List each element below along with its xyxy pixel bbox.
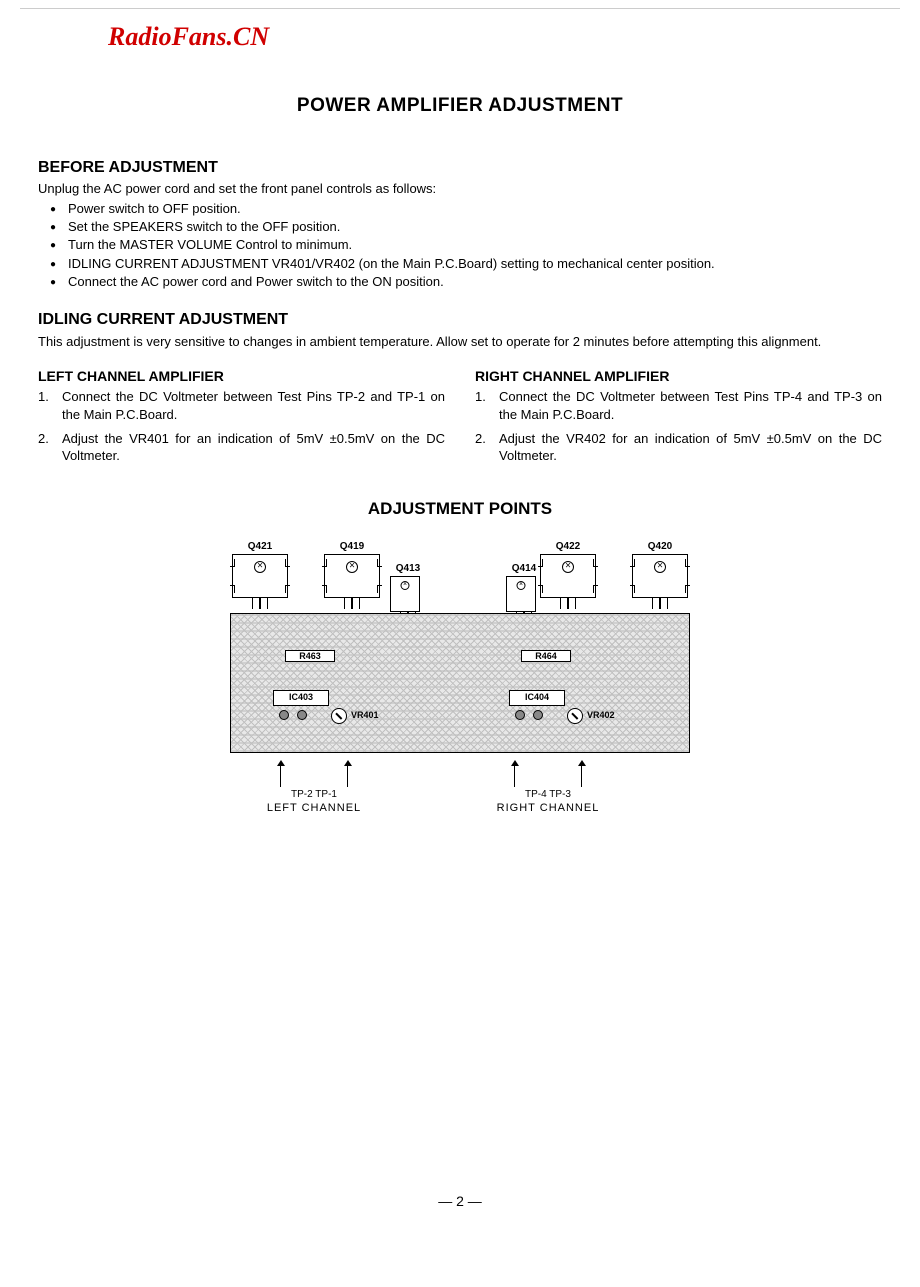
screw-icon bbox=[654, 561, 666, 573]
notch bbox=[630, 559, 635, 567]
tp-labels-left: TP-2 TP-1 bbox=[254, 789, 374, 800]
resistor-r463: R463 bbox=[285, 650, 335, 662]
pot-vr401 bbox=[331, 708, 347, 724]
notch bbox=[630, 585, 635, 593]
notch bbox=[377, 585, 382, 593]
screw-icon bbox=[254, 561, 266, 573]
tp-labels-right: TP-4 TP-3 bbox=[488, 789, 608, 800]
step-item: Adjust the VR402 for an indication of 5m… bbox=[475, 430, 882, 465]
transistor-pins bbox=[324, 597, 380, 609]
bullet-item: Connect the AC power cord and Power swit… bbox=[50, 273, 882, 291]
left-channel-col: LEFT CHANNEL AMPLIFIER Connect the DC Vo… bbox=[38, 368, 445, 470]
arrow-up-icon bbox=[514, 765, 516, 787]
right-channel-col: RIGHT CHANNEL AMPLIFIER Connect the DC V… bbox=[475, 368, 882, 470]
notch bbox=[593, 559, 598, 567]
transistor-q413: Q413 bbox=[390, 563, 426, 617]
transistor-body bbox=[324, 554, 380, 598]
transistor-label: Q419 bbox=[324, 541, 380, 552]
pcb-board: R463 R464 IC403 IC404 VR401 VR402 bbox=[230, 613, 690, 753]
bullet-item: Set the SPEAKERS switch to the OFF posit… bbox=[50, 218, 882, 236]
annotation-row: TP-2 TP-1 LEFT CHANNEL TP-4 TP-3 RIGHT C… bbox=[230, 765, 690, 829]
channel-columns: LEFT CHANNEL AMPLIFIER Connect the DC Vo… bbox=[38, 368, 882, 470]
screw-icon bbox=[562, 561, 574, 573]
notch bbox=[685, 585, 690, 593]
notch bbox=[285, 585, 290, 593]
test-pin bbox=[533, 710, 543, 720]
before-heading: BEFORE ADJUSTMENT bbox=[38, 159, 882, 177]
arrow-up-icon bbox=[581, 765, 583, 787]
channel-label-right: RIGHT CHANNEL bbox=[488, 802, 608, 814]
transistor-pins bbox=[232, 597, 288, 609]
notch bbox=[322, 585, 327, 593]
pot-label-vr402: VR402 bbox=[587, 710, 615, 720]
page-title: POWER AMPLIFIER ADJUSTMENT bbox=[38, 95, 882, 117]
notch bbox=[685, 559, 690, 567]
notch bbox=[230, 585, 235, 593]
transistor-row: Q421 Q419 bbox=[230, 541, 690, 617]
right-heading: RIGHT CHANNEL AMPLIFIER bbox=[475, 368, 882, 384]
notch bbox=[377, 559, 382, 567]
document-content: POWER AMPLIFIER ADJUSTMENT BEFORE ADJUST… bbox=[0, 0, 920, 829]
right-channel-annotation: TP-4 TP-3 RIGHT CHANNEL bbox=[488, 765, 608, 814]
transistor-q420: Q420 bbox=[632, 541, 688, 617]
resistor-r464: R464 bbox=[521, 650, 571, 662]
transistor-label: Q422 bbox=[540, 541, 596, 552]
page-number: — 2 — bbox=[0, 1193, 920, 1209]
adjustment-points-title: ADJUSTMENT POINTS bbox=[38, 499, 882, 519]
transistor-group-left: Q421 Q419 bbox=[232, 541, 416, 617]
test-pin bbox=[515, 710, 525, 720]
transistor-label: Q413 bbox=[390, 563, 426, 574]
transistor-q421: Q421 bbox=[232, 541, 288, 617]
left-channel-annotation: TP-2 TP-1 LEFT CHANNEL bbox=[254, 765, 374, 814]
transistor-q419: Q419 bbox=[324, 541, 380, 617]
transistor-body bbox=[232, 554, 288, 598]
bullet-item: Turn the MASTER VOLUME Control to minimu… bbox=[50, 236, 882, 254]
ic-ic404: IC404 bbox=[509, 690, 565, 706]
notch bbox=[593, 585, 598, 593]
test-pin bbox=[279, 710, 289, 720]
screw-icon bbox=[401, 581, 410, 590]
transistor-body bbox=[506, 576, 536, 612]
step-item: Connect the DC Voltmeter between Test Pi… bbox=[475, 388, 882, 423]
bullet-item: IDLING CURRENT ADJUSTMENT VR401/VR402 (o… bbox=[50, 255, 882, 273]
idling-text: This adjustment is very sensitive to cha… bbox=[38, 333, 882, 351]
idling-heading: IDLING CURRENT ADJUSTMENT bbox=[38, 311, 882, 329]
diagram-container: Q421 Q419 bbox=[38, 541, 882, 829]
arrow-up-icon bbox=[347, 765, 349, 787]
pot-vr402 bbox=[567, 708, 583, 724]
watermark-header: RadioFans.CN bbox=[108, 22, 269, 52]
pot-label-vr401: VR401 bbox=[351, 710, 379, 720]
pcb-diagram: Q421 Q419 bbox=[230, 541, 690, 829]
top-divider bbox=[20, 8, 900, 9]
left-heading: LEFT CHANNEL AMPLIFIER bbox=[38, 368, 445, 384]
left-steps: Connect the DC Voltmeter between Test Pi… bbox=[38, 388, 445, 464]
transistor-body bbox=[390, 576, 420, 612]
bullet-item: Power switch to OFF position. bbox=[50, 200, 882, 218]
test-pin bbox=[297, 710, 307, 720]
notch bbox=[230, 559, 235, 567]
notch bbox=[285, 559, 290, 567]
screw-icon bbox=[517, 581, 526, 590]
before-adjustment-section: BEFORE ADJUSTMENT Unplug the AC power co… bbox=[38, 159, 882, 291]
before-bullet-list: Power switch to OFF position. Set the SP… bbox=[38, 200, 882, 291]
transistor-label: Q420 bbox=[632, 541, 688, 552]
notch bbox=[322, 559, 327, 567]
transistor-body bbox=[540, 554, 596, 598]
transistor-label: Q421 bbox=[232, 541, 288, 552]
idling-section: IDLING CURRENT ADJUSTMENT This adjustmen… bbox=[38, 311, 882, 351]
right-steps: Connect the DC Voltmeter between Test Pi… bbox=[475, 388, 882, 464]
transistor-body bbox=[632, 554, 688, 598]
step-item: Connect the DC Voltmeter between Test Pi… bbox=[38, 388, 445, 423]
before-intro: Unplug the AC power cord and set the fro… bbox=[38, 181, 882, 196]
arrow-up-icon bbox=[280, 765, 282, 787]
channel-label-left: LEFT CHANNEL bbox=[254, 802, 374, 814]
ic-ic403: IC403 bbox=[273, 690, 329, 706]
transistor-label: Q414 bbox=[506, 563, 542, 574]
step-item: Adjust the VR401 for an indication of 5m… bbox=[38, 430, 445, 465]
transistor-q422: Q422 bbox=[540, 541, 596, 617]
transistor-pins bbox=[632, 597, 688, 609]
screw-icon bbox=[346, 561, 358, 573]
transistor-pins bbox=[540, 597, 596, 609]
